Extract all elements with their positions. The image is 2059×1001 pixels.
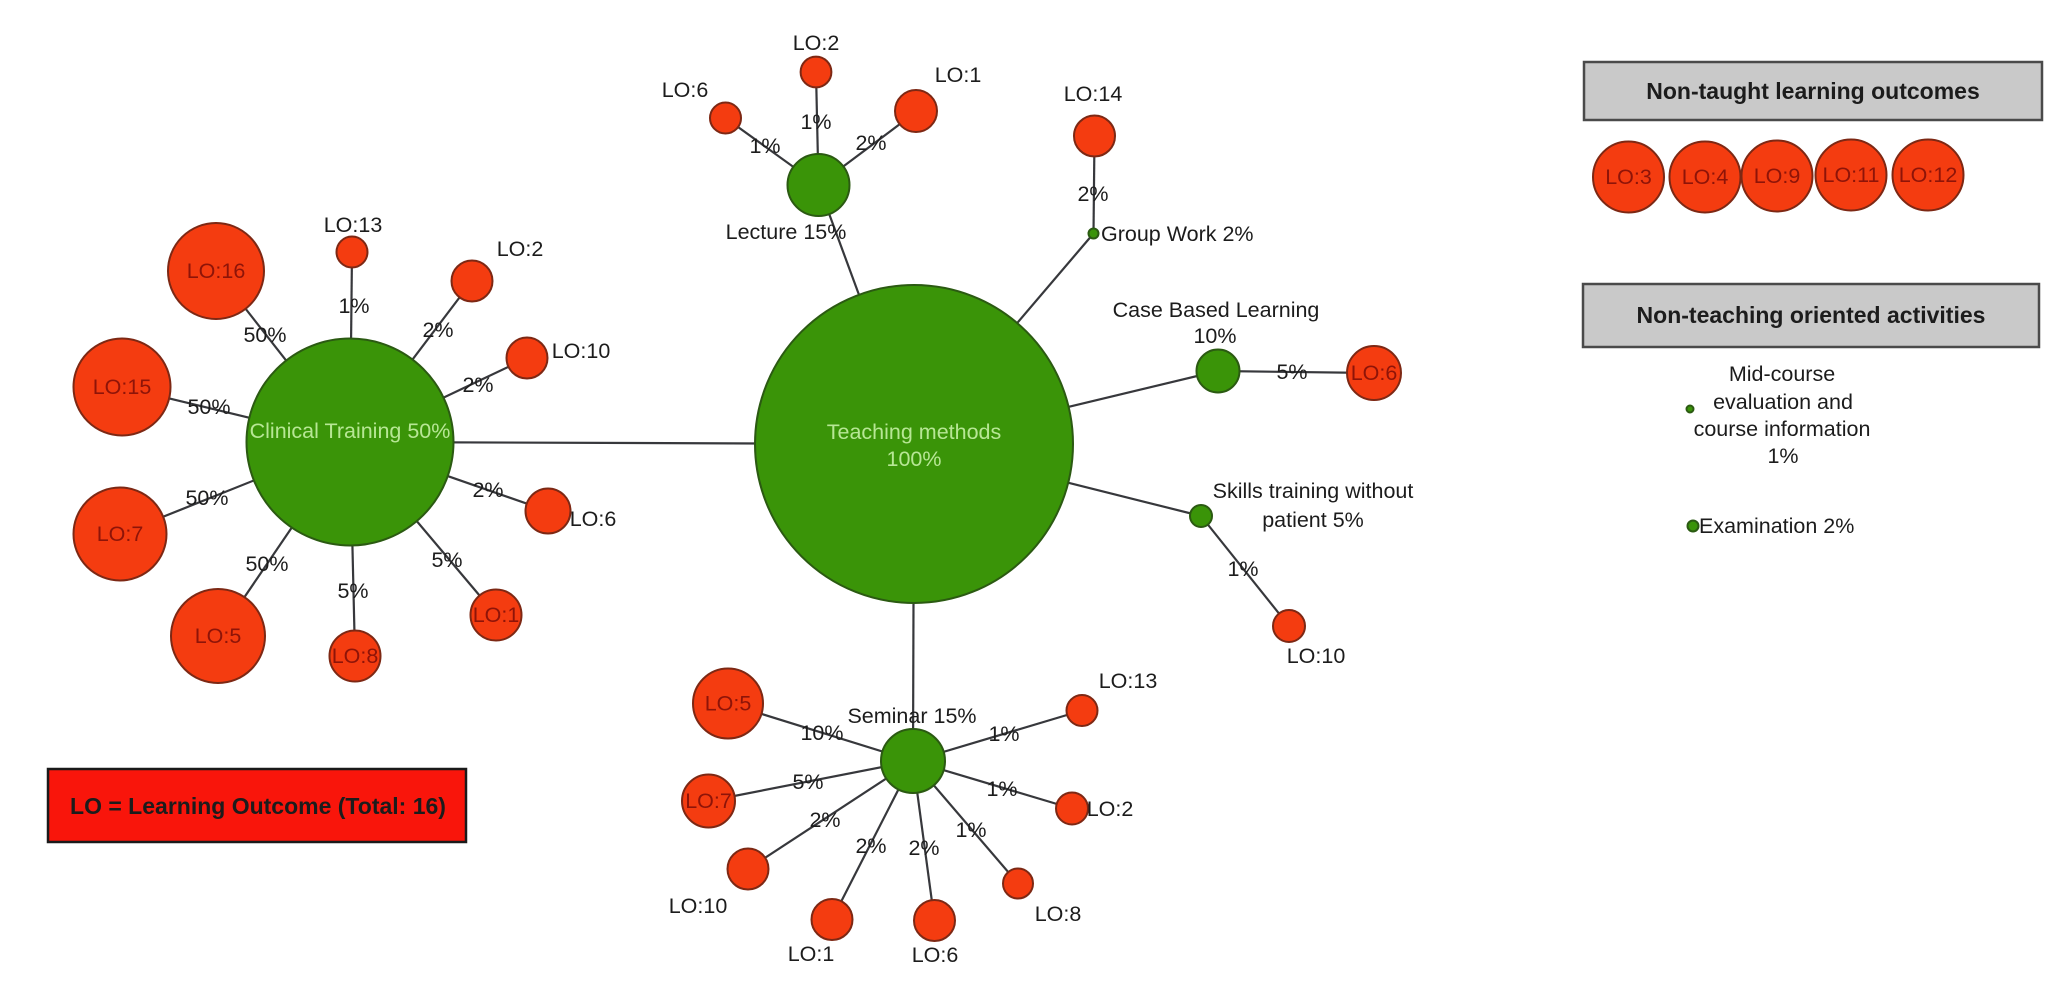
svg-text:Clinical Training 50%: Clinical Training 50%: [250, 419, 451, 443]
svg-text:LO:13: LO:13: [1099, 669, 1158, 693]
svg-text:LO:2: LO:2: [497, 237, 544, 261]
svg-text:50%: 50%: [187, 395, 230, 419]
svg-text:LO:7: LO:7: [97, 522, 144, 546]
svg-text:LO:14: LO:14: [1064, 82, 1123, 106]
svg-text:10%: 10%: [800, 721, 843, 745]
svg-text:LO:3: LO:3: [1605, 165, 1652, 189]
svg-text:LO:8: LO:8: [332, 644, 379, 668]
svg-text:LO:12: LO:12: [1899, 163, 1958, 187]
svg-text:50%: 50%: [245, 552, 288, 576]
svg-text:LO:1: LO:1: [788, 942, 835, 966]
svg-text:Non-teaching oriented activiti: Non-teaching oriented activities: [1637, 302, 1986, 328]
svg-text:2%: 2%: [1077, 182, 1108, 206]
svg-text:Examination 2%: Examination 2%: [1699, 514, 1854, 538]
svg-text:Skills training without: Skills training without: [1213, 479, 1414, 503]
svg-text:1%: 1%: [1767, 444, 1798, 468]
svg-text:Mid-course: Mid-course: [1729, 362, 1835, 386]
svg-text:10%: 10%: [1193, 324, 1236, 348]
svg-text:5%: 5%: [792, 770, 823, 794]
svg-text:1%: 1%: [749, 134, 780, 158]
svg-text:5%: 5%: [337, 579, 368, 603]
svg-text:LO:2: LO:2: [1087, 797, 1134, 821]
svg-text:evaluation and: evaluation and: [1713, 390, 1853, 414]
svg-text:LO:10: LO:10: [1287, 644, 1346, 668]
svg-text:2%: 2%: [855, 131, 886, 155]
svg-text:LO:16: LO:16: [187, 259, 246, 283]
svg-text:LO:11: LO:11: [1823, 163, 1880, 187]
svg-text:1%: 1%: [1227, 557, 1258, 581]
svg-text:LO:15: LO:15: [93, 375, 152, 399]
svg-text:LO:5: LO:5: [705, 692, 752, 716]
svg-text:LO:6: LO:6: [662, 78, 709, 102]
svg-text:LO:10: LO:10: [552, 339, 611, 363]
svg-text:LO:6: LO:6: [912, 943, 959, 967]
svg-text:Lecture 15%: Lecture 15%: [726, 220, 847, 244]
svg-text:LO:13: LO:13: [324, 213, 383, 237]
svg-text:2%: 2%: [422, 318, 453, 342]
svg-text:LO:1: LO:1: [473, 603, 520, 627]
svg-text:Teaching methods: Teaching methods: [827, 420, 1002, 444]
svg-text:LO:6: LO:6: [1351, 361, 1398, 385]
svg-text:LO:8: LO:8: [1035, 902, 1082, 926]
svg-text:50%: 50%: [243, 323, 286, 347]
svg-text:5%: 5%: [431, 548, 462, 572]
svg-text:Non-taught learning outcomes: Non-taught learning outcomes: [1646, 78, 1980, 104]
svg-text:LO:4: LO:4: [1682, 165, 1729, 189]
svg-text:1%: 1%: [955, 818, 986, 842]
svg-text:Seminar 15%: Seminar 15%: [847, 704, 976, 728]
svg-text:LO:9: LO:9: [1754, 164, 1801, 188]
svg-text:2%: 2%: [462, 373, 493, 397]
svg-text:LO:6: LO:6: [570, 507, 617, 531]
svg-text:course information: course information: [1694, 417, 1871, 441]
svg-text:1%: 1%: [988, 722, 1019, 746]
svg-text:LO:2: LO:2: [793, 31, 840, 55]
svg-text:patient 5%: patient 5%: [1262, 508, 1364, 532]
svg-text:LO:5: LO:5: [195, 624, 242, 648]
svg-text:1%: 1%: [986, 777, 1017, 801]
svg-text:50%: 50%: [185, 486, 228, 510]
svg-text:2%: 2%: [855, 834, 886, 858]
svg-text:100%: 100%: [887, 447, 942, 471]
svg-text:LO:7: LO:7: [685, 789, 732, 813]
svg-text:5%: 5%: [1276, 360, 1307, 384]
svg-text:LO:10: LO:10: [669, 894, 728, 918]
svg-text:2%: 2%: [809, 808, 840, 832]
svg-text:2%: 2%: [472, 478, 503, 502]
svg-text:LO = Learning Outcome (Total:: LO = Learning Outcome (Total: 16): [70, 793, 446, 819]
svg-text:2%: 2%: [908, 836, 939, 860]
svg-text:Case Based Learning: Case Based Learning: [1113, 298, 1320, 322]
svg-text:1%: 1%: [338, 294, 369, 318]
svg-text:LO:1: LO:1: [935, 63, 982, 87]
svg-text:Group Work 2%: Group Work 2%: [1101, 222, 1254, 246]
svg-text:1%: 1%: [800, 110, 831, 134]
